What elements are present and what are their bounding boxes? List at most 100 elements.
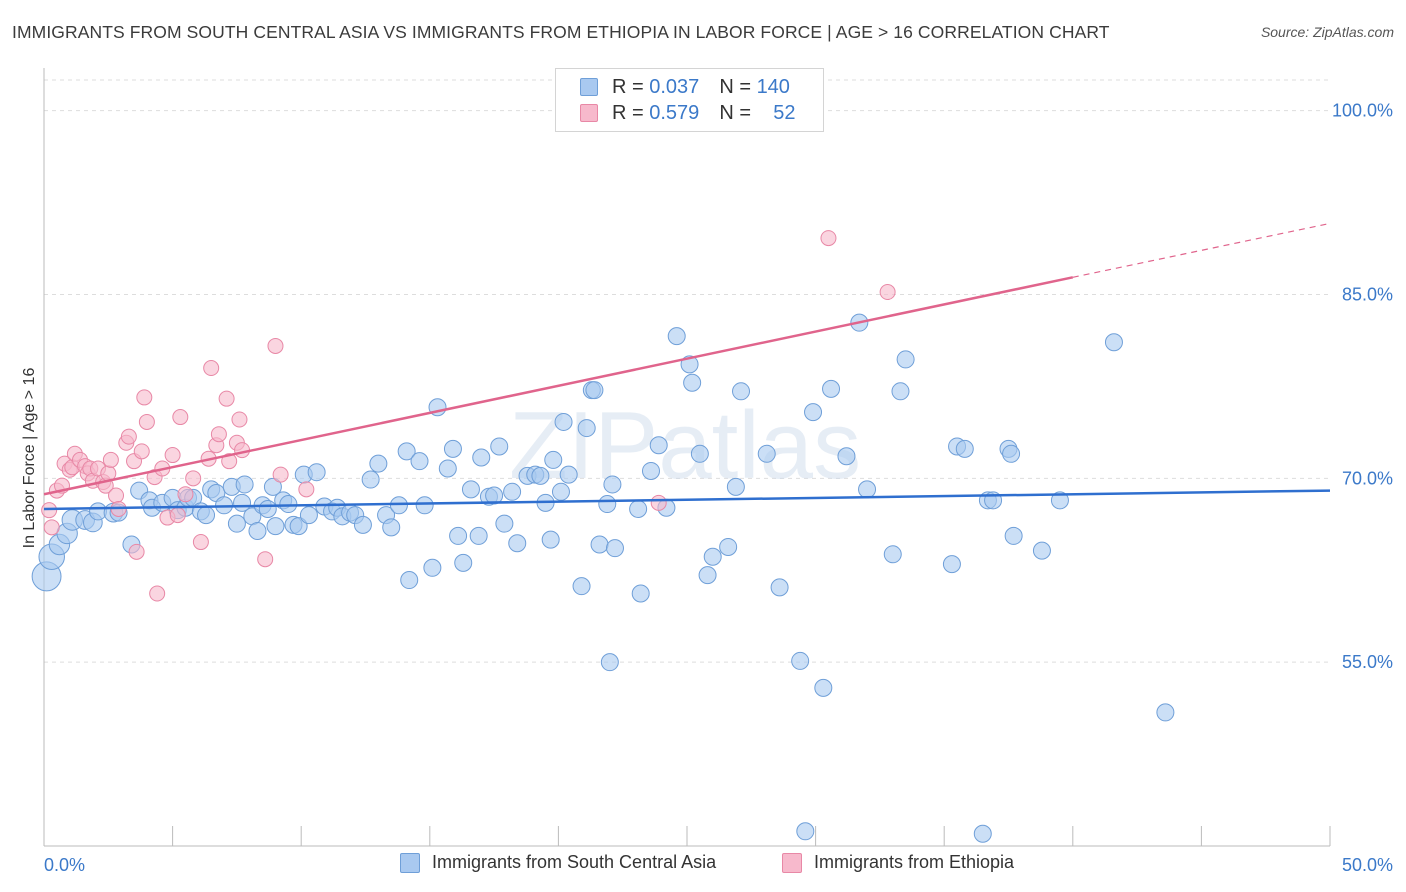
trend-line-ethiopia xyxy=(43,276,1074,496)
data-point-south-central-asia xyxy=(400,571,419,590)
data-point-south-central-asia xyxy=(891,382,910,401)
trend-line-south-central-asia xyxy=(43,489,1331,511)
data-point-ethiopia xyxy=(108,487,125,504)
data-point-ethiopia xyxy=(102,451,119,468)
data-point-south-central-asia xyxy=(703,547,722,566)
data-point-south-central-asia xyxy=(299,506,318,525)
y-tick-label: 85.0% xyxy=(1342,284,1393,304)
data-point-ethiopia xyxy=(149,585,166,602)
axes xyxy=(43,68,1331,847)
data-point-south-central-asia xyxy=(1156,703,1175,722)
data-point-south-central-asia xyxy=(683,373,702,392)
data-point-south-central-asia xyxy=(415,496,434,515)
data-point-south-central-asia xyxy=(698,566,717,585)
data-point-south-central-asia xyxy=(485,486,504,505)
data-point-south-central-asia xyxy=(1050,491,1069,510)
data-point-south-central-asia xyxy=(423,558,442,577)
data-point-south-central-asia xyxy=(641,461,660,480)
data-point-south-central-asia xyxy=(631,584,650,603)
data-point-south-central-asia xyxy=(449,526,468,545)
data-point-south-central-asia xyxy=(472,448,491,467)
bottom-legend-label: Immigrants from Ethiopia xyxy=(814,852,1015,872)
x-tick-label-max: 50.0% xyxy=(1342,855,1393,875)
data-point-ethiopia xyxy=(221,453,238,470)
data-point-south-central-asia xyxy=(1032,541,1051,560)
data-point-ethiopia xyxy=(298,481,315,498)
data-point-ethiopia xyxy=(169,507,186,524)
data-point-south-central-asia xyxy=(503,482,522,501)
data-point-ethiopia xyxy=(203,360,220,377)
data-point-ethiopia xyxy=(120,428,137,445)
data-point-south-central-asia xyxy=(896,350,915,369)
data-point-south-central-asia xyxy=(559,465,578,484)
chart-title: IMMIGRANTS FROM SOUTH CENTRAL ASIA VS IM… xyxy=(12,22,1110,42)
data-point-south-central-asia xyxy=(726,477,745,496)
data-point-south-central-asia xyxy=(541,530,560,549)
y-tick-label: 70.0% xyxy=(1342,468,1393,488)
y-axis-label: In Labor Force | Age > 16 xyxy=(21,368,38,549)
data-point-ethiopia xyxy=(128,543,145,560)
data-point-south-central-asia xyxy=(508,534,527,553)
data-point-south-central-asia xyxy=(461,480,480,499)
bottom-legend-swatch-pink xyxy=(782,852,802,873)
legend-n-value: 52 xyxy=(773,101,796,124)
data-point-south-central-asia xyxy=(577,419,596,438)
data-point-south-central-asia xyxy=(554,412,573,431)
legend-n-label: N = xyxy=(719,101,751,124)
data-point-south-central-asia xyxy=(667,327,686,346)
data-point-ethiopia xyxy=(43,519,60,536)
data-point-south-central-asia xyxy=(690,444,709,463)
data-point-ethiopia xyxy=(192,534,209,551)
data-point-south-central-asia xyxy=(955,439,974,458)
source-label: Source: ZipAtlas.com xyxy=(1260,24,1394,40)
bottom-legend-item-ethiopia: Immigrants from Ethiopia xyxy=(782,852,1014,873)
data-point-ethiopia xyxy=(210,426,227,443)
data-point-south-central-asia xyxy=(629,499,648,518)
data-point-south-central-asia xyxy=(590,535,609,554)
data-point-ethiopia xyxy=(41,502,58,519)
data-point-south-central-asia xyxy=(454,553,473,572)
data-point-south-central-asia xyxy=(770,578,789,597)
data-point-south-central-asia xyxy=(397,442,416,461)
data-point-ethiopia xyxy=(650,494,667,511)
data-point-south-central-asia xyxy=(598,495,617,514)
data-point-south-central-asia xyxy=(1002,444,1021,463)
data-point-south-central-asia xyxy=(469,526,488,545)
data-point-south-central-asia xyxy=(361,470,380,489)
bottom-legend-label: Immigrants from South Central Asia xyxy=(432,852,717,872)
data-point-south-central-asia xyxy=(490,437,509,456)
data-point-south-central-asia xyxy=(369,454,388,473)
series-ethiopia xyxy=(41,230,896,602)
data-point-south-central-asia xyxy=(551,482,570,501)
y-tick-label: 55.0% xyxy=(1342,652,1393,672)
data-point-ethiopia xyxy=(820,230,837,247)
data-point-south-central-asia xyxy=(258,499,277,518)
data-point-ethiopia xyxy=(231,411,248,428)
data-point-south-central-asia xyxy=(942,555,961,574)
data-point-south-central-asia xyxy=(410,452,429,471)
data-point-ethiopia xyxy=(164,447,181,464)
legend-swatch-pink xyxy=(580,104,598,122)
data-point-south-central-asia xyxy=(585,381,604,400)
data-point-south-central-asia xyxy=(495,514,514,533)
legend-r-label: R = xyxy=(612,101,644,124)
data-point-south-central-asia xyxy=(732,382,751,401)
legend: R = 0.037 N = 140 R = 0.579 N = 52 xyxy=(555,68,824,132)
legend-n-value: 140 xyxy=(756,75,790,98)
data-point-south-central-asia xyxy=(382,518,401,537)
data-point-ethiopia xyxy=(257,551,274,568)
data-point-south-central-asia xyxy=(804,403,823,422)
data-point-south-central-asia xyxy=(858,480,877,499)
data-point-ethiopia xyxy=(138,413,155,430)
data-point-south-central-asia xyxy=(263,477,282,496)
data-point-south-central-asia xyxy=(973,824,992,843)
data-point-south-central-asia xyxy=(883,545,902,564)
y-tick-label: 100.0% xyxy=(1332,101,1393,121)
legend-r-label: R = xyxy=(612,75,644,98)
data-point-ethiopia xyxy=(879,284,896,301)
data-point-ethiopia xyxy=(177,486,194,503)
data-point-south-central-asia xyxy=(791,651,810,670)
data-point-ethiopia xyxy=(172,409,189,426)
data-point-south-central-asia xyxy=(814,678,833,697)
data-point-ethiopia xyxy=(185,470,202,487)
